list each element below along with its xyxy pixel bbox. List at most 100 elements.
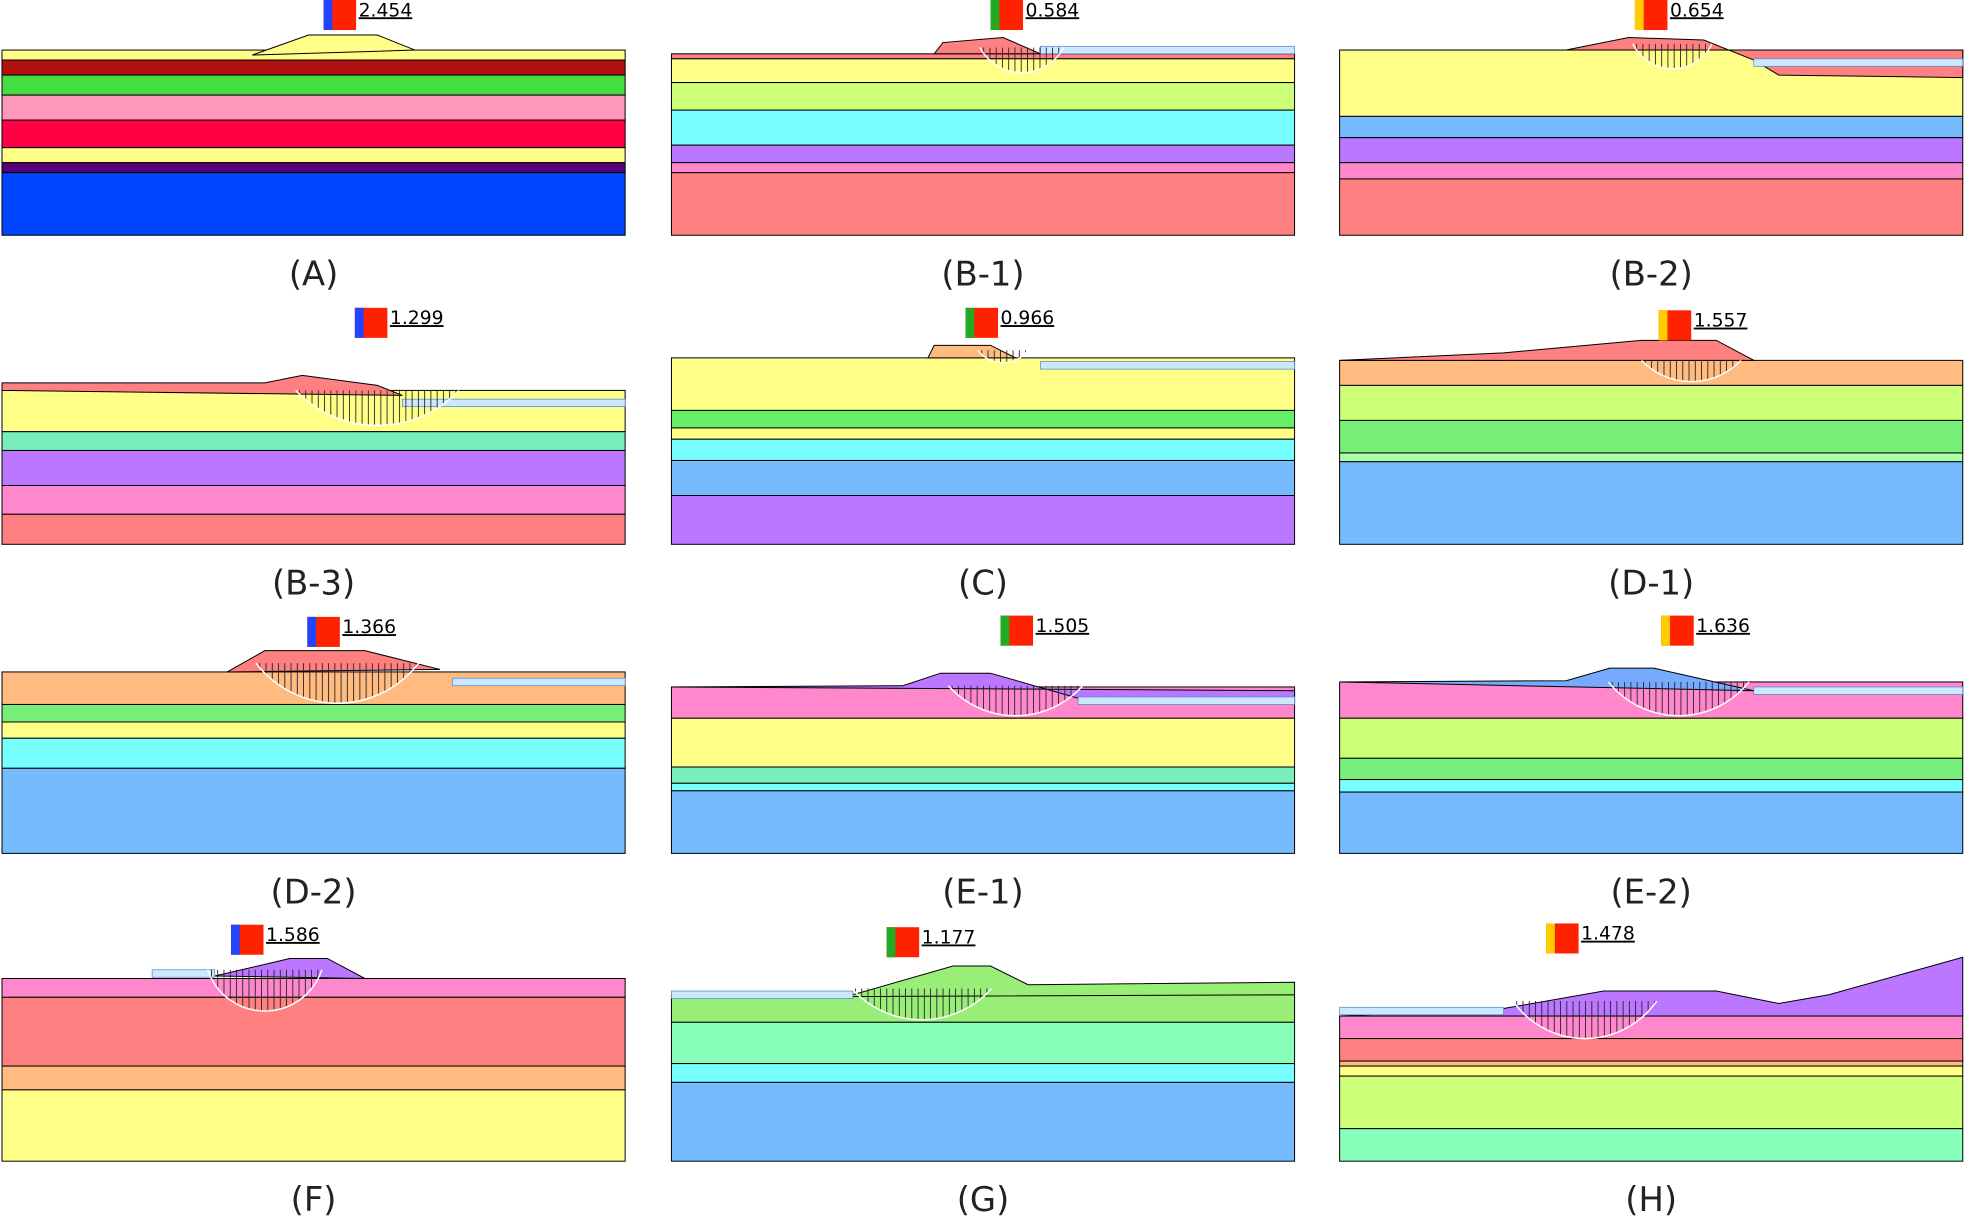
fos-icon-part xyxy=(307,616,317,647)
soil-layer xyxy=(670,109,1296,146)
soil-layer xyxy=(1339,717,1964,759)
slip-surface xyxy=(979,47,1065,74)
water xyxy=(151,969,216,978)
soil-layer xyxy=(1339,115,1964,139)
fos-icon-part xyxy=(230,924,240,955)
panel-label: (E-1) xyxy=(942,872,1023,911)
panel-label: (A) xyxy=(289,254,338,293)
fos-icon-part xyxy=(354,307,364,338)
soil-layer xyxy=(670,717,1296,768)
soil-layer xyxy=(670,1021,1296,1065)
panel-label: (B-1) xyxy=(941,254,1024,293)
fos-icon-part xyxy=(965,307,975,338)
water xyxy=(452,677,626,687)
factor-of-safety: 1.505 xyxy=(1036,616,1090,637)
soil-layer xyxy=(670,994,1296,1023)
water xyxy=(1040,45,1295,55)
panel-label: (G) xyxy=(957,1180,1010,1219)
soil-layer xyxy=(1,1089,626,1162)
embankment xyxy=(1339,956,1964,1017)
soil-layer xyxy=(670,162,1296,174)
factor-of-safety: 1.299 xyxy=(390,308,444,329)
slip-surface xyxy=(1607,681,1750,717)
panel: 1.177 (G) xyxy=(670,927,1296,1219)
soil-layer xyxy=(1339,1128,1964,1162)
panel-label: (C) xyxy=(958,563,1008,602)
soil-layer xyxy=(1,484,626,515)
fos-icon-part xyxy=(1658,310,1668,341)
embankment xyxy=(927,344,1016,359)
fos-icon-part xyxy=(990,0,1000,31)
embankment xyxy=(226,650,441,673)
slip-surface xyxy=(977,349,1029,364)
panel: 0.584 (B-1) xyxy=(670,0,1296,293)
soil-layer xyxy=(1,721,626,739)
fos-icon-part xyxy=(1661,615,1670,646)
fos-icon-part xyxy=(1546,923,1555,954)
soil-layer xyxy=(1339,1015,1964,1040)
soil-layer xyxy=(1339,757,1964,781)
soil-layer xyxy=(1,74,626,96)
soil-layer xyxy=(670,172,1296,236)
factor-of-safety: 1.177 xyxy=(922,927,976,948)
panel-label: (D-1) xyxy=(1608,563,1694,602)
soil-layer xyxy=(670,82,1296,111)
panel-label: (B-2) xyxy=(1610,254,1693,293)
soil-layer xyxy=(1339,384,1964,421)
embankment xyxy=(214,957,366,980)
embankment xyxy=(1,374,403,396)
soil-layer xyxy=(1339,162,1964,180)
soil-layer xyxy=(1339,1075,1964,1130)
panel: 1.505 (E-1) xyxy=(670,615,1296,911)
panel: 1.299 (B-3) xyxy=(1,307,626,602)
soil-layer xyxy=(1,703,626,723)
factor-of-safety: 1.636 xyxy=(1696,616,1750,637)
panel-label: (H) xyxy=(1625,1180,1677,1219)
soil-layer xyxy=(670,495,1296,545)
slip-surface xyxy=(851,988,993,1021)
water xyxy=(1339,1006,1504,1016)
soil-layer xyxy=(670,144,1296,164)
slip-surface xyxy=(295,389,460,427)
fos-icon-part xyxy=(1000,615,1010,646)
slip-surface xyxy=(255,662,420,704)
panel: 0.966 (C) xyxy=(670,307,1296,602)
soil-layer xyxy=(1,449,626,486)
panel: 0.654 (B-2) xyxy=(1339,0,1964,293)
soil-layer xyxy=(1,978,626,998)
factor-of-safety: 2.454 xyxy=(359,0,413,21)
water xyxy=(671,990,854,999)
soil-layer xyxy=(1,767,626,854)
soil-layer xyxy=(1339,791,1964,854)
panel: 1.366 (D-2) xyxy=(1,616,626,911)
soil-layer xyxy=(1339,1065,1964,1077)
soil-layer xyxy=(670,409,1296,429)
panel: 1.636 (E-2) xyxy=(1339,615,1964,911)
soil-layer xyxy=(1339,452,1964,463)
soil-layer xyxy=(670,1081,1296,1162)
soil-layer xyxy=(670,766,1296,784)
soil-layer xyxy=(670,782,1296,792)
slip-surface xyxy=(1640,359,1742,383)
embankment xyxy=(671,965,1296,998)
factor-of-safety: 0.966 xyxy=(1001,308,1055,329)
soil-layer xyxy=(1339,419,1964,454)
soil-layer xyxy=(1339,1060,1964,1067)
fos-icon-part xyxy=(1634,0,1644,31)
water xyxy=(1753,686,1964,695)
soil-layer xyxy=(1,94,626,121)
soil-layer xyxy=(1339,779,1964,793)
fos-icon-part xyxy=(323,0,333,31)
soil-layer xyxy=(1,513,626,545)
factor-of-safety: 0.584 xyxy=(1026,0,1080,21)
soil-layer xyxy=(1,119,626,149)
soil-layer xyxy=(670,1063,1296,1083)
embankment xyxy=(252,34,416,56)
soil-layer xyxy=(1339,1038,1964,1062)
soil-layer xyxy=(670,53,1296,60)
panel-label: (E-2) xyxy=(1611,872,1692,911)
slip-surface xyxy=(1632,43,1713,70)
soil-layer xyxy=(1,671,626,705)
